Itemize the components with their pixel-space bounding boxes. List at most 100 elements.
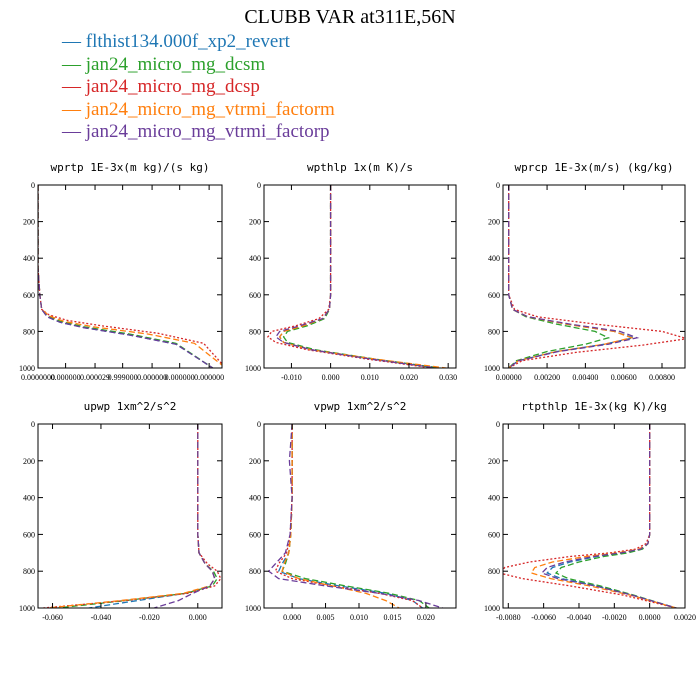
x-tick-label: 0.00400	[572, 373, 598, 382]
y-tick-label: 1000	[484, 604, 500, 613]
series-line	[267, 424, 443, 608]
y-tick-label: 0	[496, 181, 500, 190]
y-tick-label: 400	[23, 494, 35, 503]
x-tick-label: -0.0060	[531, 613, 556, 622]
series-line	[47, 424, 216, 608]
y-tick-label: 0	[257, 420, 261, 429]
x-tick-label: 0.000000	[137, 373, 167, 382]
x-tick-label: 0.0020	[674, 613, 696, 622]
legend-swatch: —	[62, 98, 81, 120]
x-tick-label: -0.0020	[602, 613, 627, 622]
chart-panel: vpwp 1xm^2/s^2 0 200 400 600 800 1000 0.000 0.00…	[245, 400, 457, 622]
x-tick-label: -0.040	[91, 613, 112, 622]
x-tick-label: -0.0040	[567, 613, 592, 622]
series-line	[508, 185, 634, 368]
x-tick-label: -0.020	[139, 613, 160, 622]
chart-panel: wprtp 1E-3x(m kg)/(s kg) 0 200 400 600 800 100…	[19, 161, 224, 382]
y-tick-label: 800	[488, 567, 500, 576]
y-tick-label: 1000	[484, 364, 500, 373]
plot-frame	[37, 423, 223, 609]
legend-swatch: —	[62, 31, 81, 52]
legend-label: flthist134.000f_xp2_revert	[85, 31, 290, 52]
chart-panel: rtpthlp 1E-3x(kg K)/kg02004006008001000-…	[484, 400, 696, 622]
y-tick-label: 400	[249, 254, 261, 263]
y-tick-label: 400	[249, 494, 261, 503]
x-tick-label: 0.000	[283, 613, 301, 622]
y-tick-label: 600	[249, 291, 261, 300]
y-tick-label: 800	[23, 567, 35, 576]
x-tick-label: 0.000	[322, 373, 340, 382]
legend: — flthist134.000f_xp2_revert — jan24_mic…	[62, 31, 335, 144]
series-line	[38, 185, 214, 368]
x-tick-label: 0.020	[417, 613, 435, 622]
y-tick-label: 800	[249, 327, 261, 336]
legend-entry: — jan24_micro_mg_dcsm	[62, 54, 335, 77]
series-line	[38, 185, 222, 365]
panel-title: vpwp 1xm^2/s^2	[314, 400, 407, 413]
y-tick-label: 0	[496, 420, 500, 429]
y-tick-label: 1000	[19, 604, 35, 613]
series-line	[274, 185, 437, 368]
y-tick-label: 200	[249, 457, 261, 466]
legend-entry: — jan24_micro_mg_vtrmi_factorp	[62, 121, 335, 144]
x-tick-label: 0.00200	[534, 373, 560, 382]
y-tick-label: 400	[23, 254, 35, 263]
plot-frame	[37, 184, 223, 369]
panel-title: upwp 1xm^2/s^2	[84, 400, 177, 413]
legend-swatch: —	[62, 76, 81, 97]
series-group	[267, 424, 443, 608]
x-tick-label: 0.00800	[649, 373, 675, 382]
y-tick-label: 0	[31, 420, 35, 429]
chart-panel: upwp 1xm^2/s^2 0 200 400 600 800 1000 -0.060 -0.…	[19, 400, 223, 622]
y-tick-label: 600	[23, 530, 35, 539]
y-tick-label: 200	[249, 218, 261, 227]
series-group	[266, 185, 447, 368]
x-tick-label: 0.00000	[496, 373, 522, 382]
series-line	[508, 185, 640, 368]
legend-entry: — jan24_micro_mg_dcsp	[62, 76, 335, 99]
legend-entry: — flthist134.000f_xp2_revert	[62, 31, 335, 54]
panel-title: wprtp 1E-3x(m kg)/(s kg)	[51, 161, 210, 174]
series-line	[278, 185, 437, 368]
y-tick-label: 0	[31, 181, 35, 190]
series-line	[554, 424, 677, 608]
legend-label: jan24_micro_mg_dcsm	[85, 53, 266, 75]
series-line	[57, 424, 218, 608]
y-tick-label: 400	[488, 254, 500, 263]
y-tick-label: 200	[488, 218, 500, 227]
series-line	[88, 424, 216, 608]
legend-entry: — jan24_micro_mg_vtrmi_factorm	[62, 99, 335, 122]
x-tick-label: 0.005	[317, 613, 335, 622]
series-group	[508, 185, 685, 368]
x-tick-label: -0.060	[42, 613, 63, 622]
x-tick-label: 0.000000	[51, 373, 81, 382]
series-line	[38, 185, 214, 368]
chart-panel: wpthlp 1x(m K)/s 0 200 400 600 800 1000 -0.010 0…	[245, 161, 457, 382]
series-line	[508, 185, 636, 368]
x-tick-label: 0.015	[383, 613, 401, 622]
panel-title: wprcp 1E-3x(m/s) (kg/kg)	[515, 161, 674, 174]
legend-label: jan24_micro_mg_vtrmi_factorm	[85, 98, 335, 120]
series-line	[154, 424, 216, 608]
y-tick-label: 400	[488, 494, 500, 503]
y-tick-label: 600	[488, 530, 500, 539]
series-group	[503, 424, 677, 608]
x-tick-label: 0.000000	[194, 373, 224, 382]
x-tick-label: 0.00600	[611, 373, 637, 382]
series-line	[42, 424, 222, 608]
y-tick-label: 800	[488, 327, 500, 336]
series-line	[38, 185, 222, 366]
y-tick-label: 1000	[245, 604, 261, 613]
chart-panel: wprcp 1E-3x(m/s) (kg/kg) 0 200 400 600 800 100…	[484, 161, 686, 382]
series-line	[274, 424, 423, 608]
x-tick-label: 0.030	[439, 373, 457, 382]
x-tick-label: -0.010	[281, 373, 302, 382]
figure-title: CLUBB VAR at311E,56N	[244, 6, 456, 28]
series-line	[530, 424, 677, 608]
y-tick-label: 200	[23, 457, 35, 466]
x-tick-label: 0.010	[361, 373, 379, 382]
series-line	[38, 185, 214, 368]
series-line	[278, 185, 447, 368]
series-group	[38, 185, 222, 368]
